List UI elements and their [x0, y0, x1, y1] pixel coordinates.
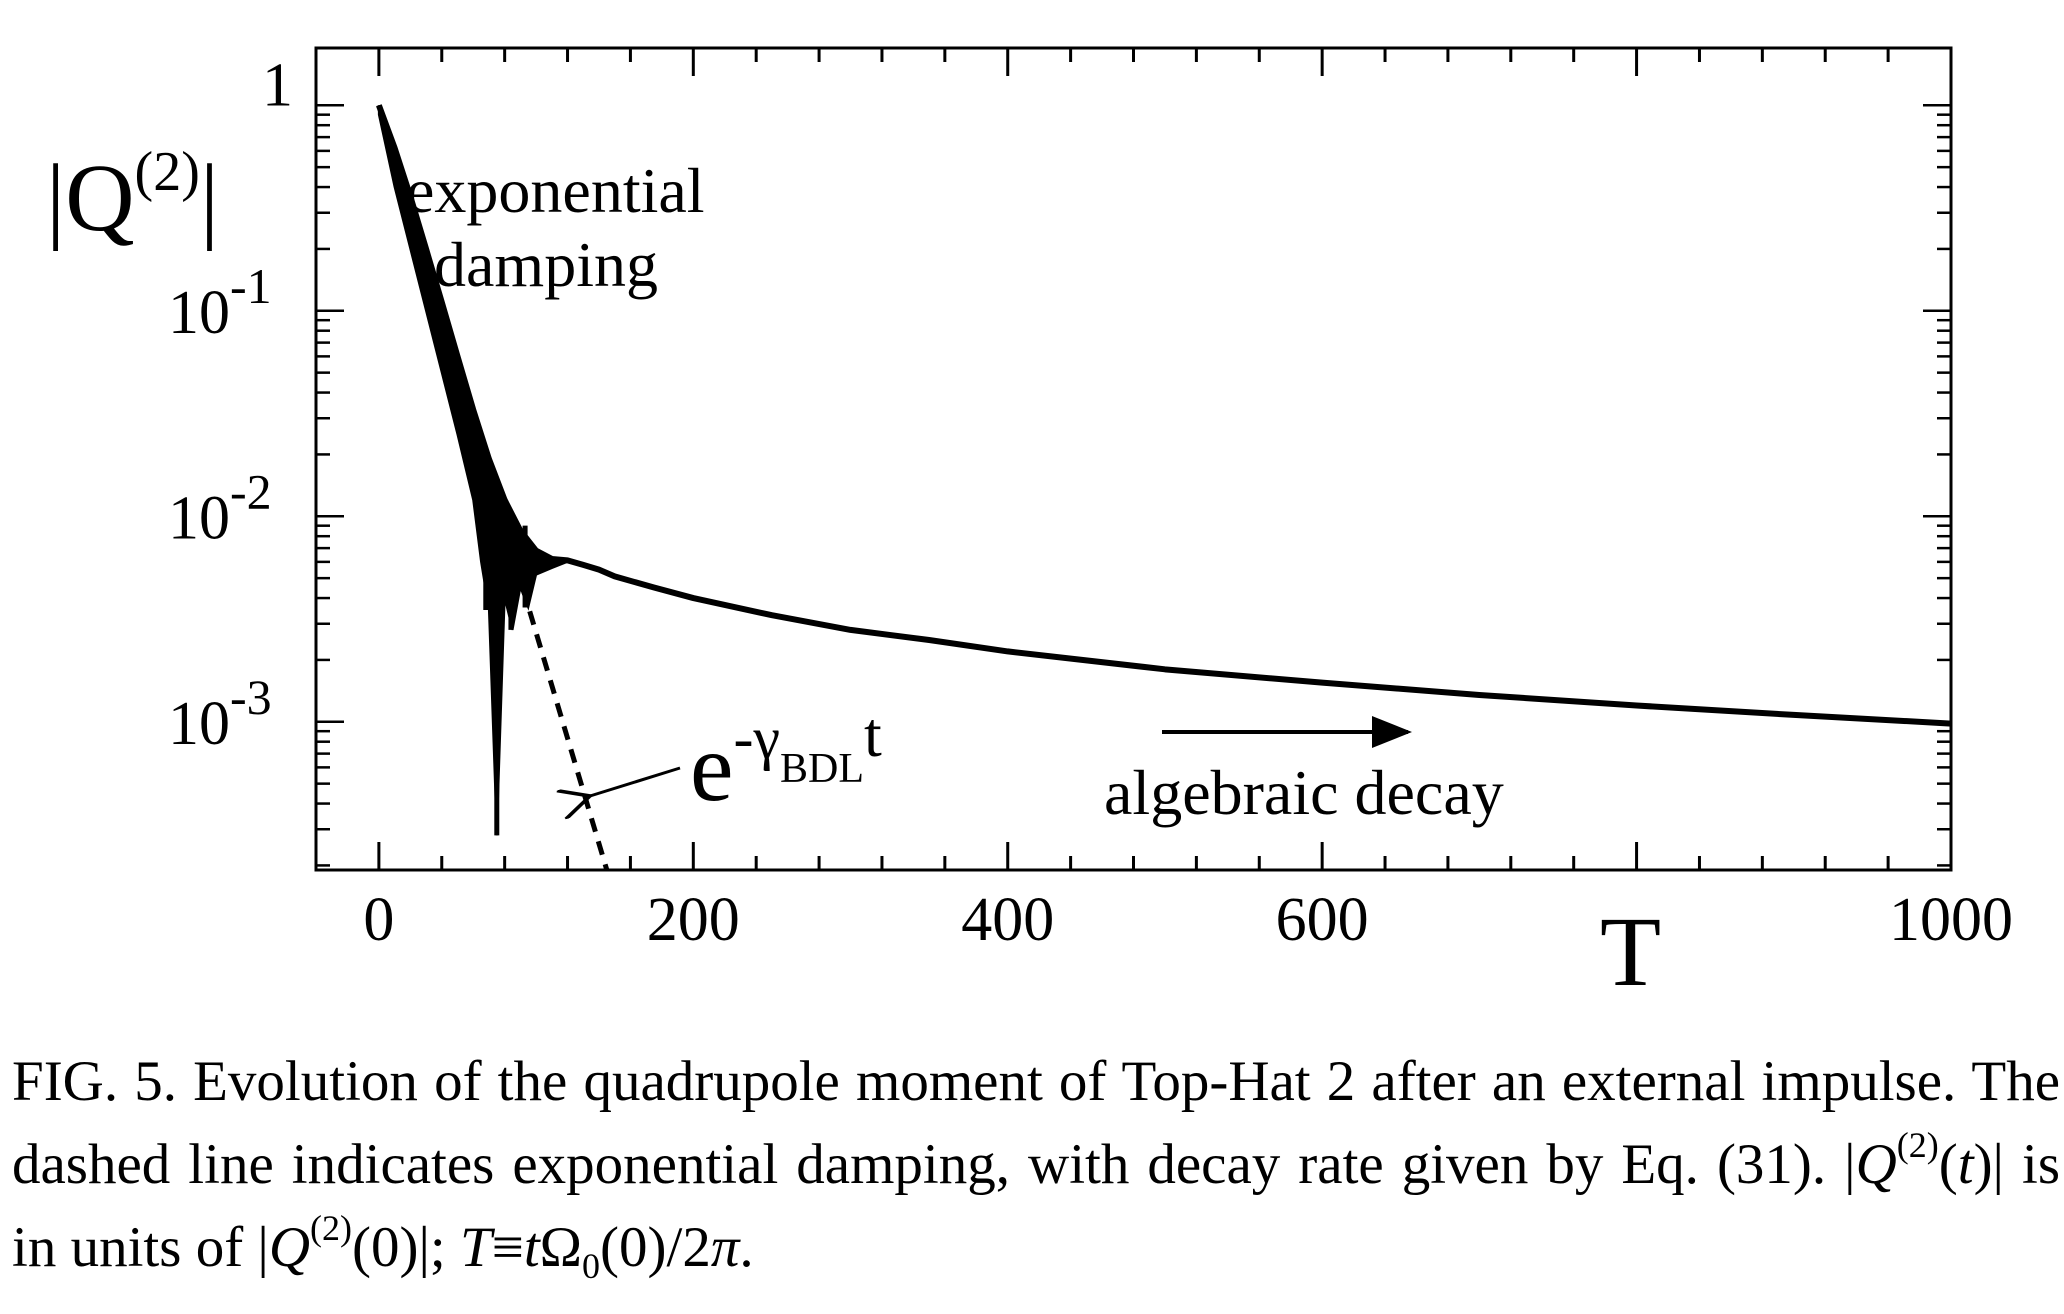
caption-t1: t: [1957, 1133, 1974, 1196]
x-tick-label: 200: [647, 886, 740, 954]
caption-sup1: (2): [1896, 1125, 1939, 1165]
caption-equiv: ≡: [491, 1216, 524, 1279]
y-tick-label-exp: -2: [230, 463, 272, 519]
formula-base: e: [690, 714, 734, 822]
caption-omega: Ω: [539, 1216, 583, 1279]
x-tick-label: 0: [363, 886, 394, 954]
annotation-algebraic: algebraic decay: [1104, 757, 1504, 828]
caption-T: T: [459, 1216, 492, 1279]
caption-text-5: (0)/2: [600, 1216, 711, 1279]
annotation-damping: damping: [434, 229, 658, 300]
caption-text-6: .: [739, 1216, 754, 1279]
y-tick-label-base: 10: [168, 279, 230, 347]
y-tick-label: 1: [262, 51, 293, 119]
annotation-formula: e-γBDLt: [690, 699, 882, 822]
data-layer: [376, 104, 1952, 871]
x-tick-label: 400: [961, 886, 1054, 954]
caption-t2: t: [523, 1216, 540, 1279]
formula-t: t: [864, 699, 882, 770]
caption-text-2: (: [1938, 1133, 1958, 1196]
caption-text-4: (0)|;: [352, 1216, 460, 1279]
y-axis-label-end: |: [200, 144, 219, 251]
series-solid-line: [376, 104, 1952, 727]
caption-q2: Q: [268, 1216, 311, 1279]
y-tick-label-exp: -1: [230, 258, 272, 314]
ticks-layer: [316, 48, 1953, 870]
y-tick-label-exp: -3: [230, 669, 272, 725]
annotation-exponential: exponential: [406, 155, 705, 226]
y-tick-label: 10-3: [168, 669, 272, 758]
y-tick-label-base: 1: [262, 51, 293, 119]
y-axis-label-base: |Q: [46, 144, 135, 251]
caption-pi: π: [710, 1216, 740, 1279]
y-axis-label-sup: (2): [135, 141, 200, 203]
x-tick-label: 600: [1276, 886, 1369, 954]
y-tick-label: 10-1: [168, 258, 272, 347]
caption-q1: Q: [1855, 1133, 1897, 1196]
series-dashed-exponential: [376, 104, 610, 871]
caption-sup2: (2): [310, 1208, 352, 1248]
y-tick-label: 10-2: [168, 463, 272, 552]
formula-exp: -γ: [734, 705, 781, 771]
caption-text-3: )| is in units of |: [12, 1133, 2061, 1279]
annotation-arrow-formula: [590, 766, 681, 796]
x-tick-label: 1000: [1889, 886, 2013, 954]
y-tick-label-base: 10: [168, 484, 230, 552]
caption-text-1: FIG. 5. Evolution of the quadrupole mome…: [12, 1050, 2060, 1196]
y-tick-label-base: 10: [168, 690, 230, 758]
figure-caption: FIG. 5. Evolution of the quadrupole mome…: [12, 1040, 2060, 1289]
x-axis-label: T: [1600, 896, 1661, 1000]
caption-sub0: 0: [582, 1246, 601, 1286]
formula-sub: BDL: [780, 746, 864, 792]
y-axis-label: |Q(2)|: [46, 141, 219, 251]
